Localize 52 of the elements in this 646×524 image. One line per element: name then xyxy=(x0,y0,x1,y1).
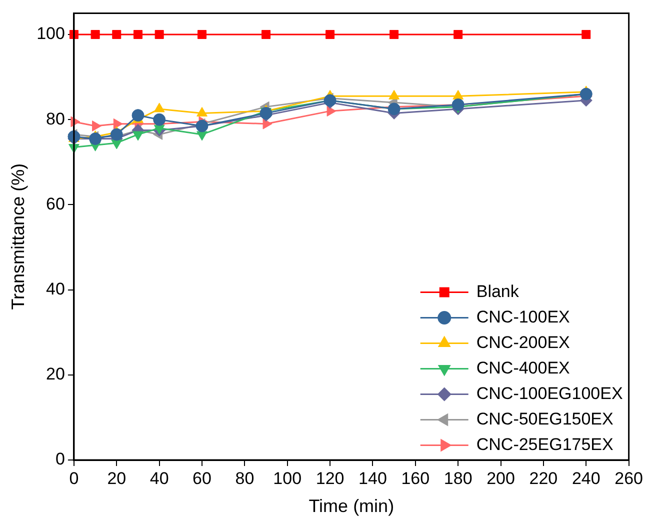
point xyxy=(112,30,122,39)
legend-label: CNC-200EX xyxy=(476,332,570,352)
x-tick-label: 140 xyxy=(358,468,387,488)
point xyxy=(388,102,400,116)
legend-label: CNC-50EG150EX xyxy=(476,409,614,428)
x-tick-label: 60 xyxy=(192,468,212,488)
x-tick-label: 100 xyxy=(273,468,302,488)
x-tick-label: 260 xyxy=(614,468,644,488)
legend-label: CNC-100EG100EX xyxy=(476,384,623,403)
point xyxy=(111,140,122,150)
point xyxy=(133,30,142,39)
point xyxy=(262,118,272,130)
point xyxy=(132,109,144,122)
point xyxy=(92,120,102,132)
point xyxy=(326,30,335,39)
x-tick-label: 180 xyxy=(444,468,472,488)
x-tick-label: 220 xyxy=(529,468,558,488)
point xyxy=(132,131,144,141)
point xyxy=(390,30,399,39)
y-tick-label: 0 xyxy=(55,450,65,469)
point xyxy=(326,106,336,117)
point xyxy=(153,113,166,126)
y-tick-label: 60 xyxy=(46,194,65,214)
legend-label: Blank xyxy=(476,282,520,301)
point xyxy=(196,131,208,141)
x-tick-label: 200 xyxy=(486,468,515,488)
y-tick-label: 80 xyxy=(46,109,65,128)
x-tick-label: 20 xyxy=(107,468,126,488)
point xyxy=(113,118,123,130)
point xyxy=(580,88,592,100)
point xyxy=(452,98,464,111)
y-tick-label: 100 xyxy=(36,24,65,44)
x-tick-label: 80 xyxy=(235,468,254,488)
y-tick-label: 20 xyxy=(46,364,65,384)
point xyxy=(90,30,100,39)
legend-label: CNC-25EG175EX xyxy=(476,434,614,454)
x-axis-title: Time (min) xyxy=(308,496,394,516)
point xyxy=(154,30,164,39)
point xyxy=(454,30,463,39)
point xyxy=(582,30,591,39)
legend-label: CNC-100EX xyxy=(476,307,570,326)
point xyxy=(262,30,271,39)
x-tick-label: 160 xyxy=(401,468,430,488)
x-tick-label: 40 xyxy=(150,468,169,488)
x-tick-label: 240 xyxy=(572,468,600,488)
point xyxy=(198,30,206,39)
point xyxy=(110,128,123,141)
legend-label: CNC-400EX xyxy=(476,358,570,378)
x-tick-label: 0 xyxy=(69,468,79,488)
y-axis-title: Transmittance (%) xyxy=(8,163,28,310)
y-tick-label: 40 xyxy=(46,279,65,298)
x-tick-label: 120 xyxy=(316,468,344,488)
